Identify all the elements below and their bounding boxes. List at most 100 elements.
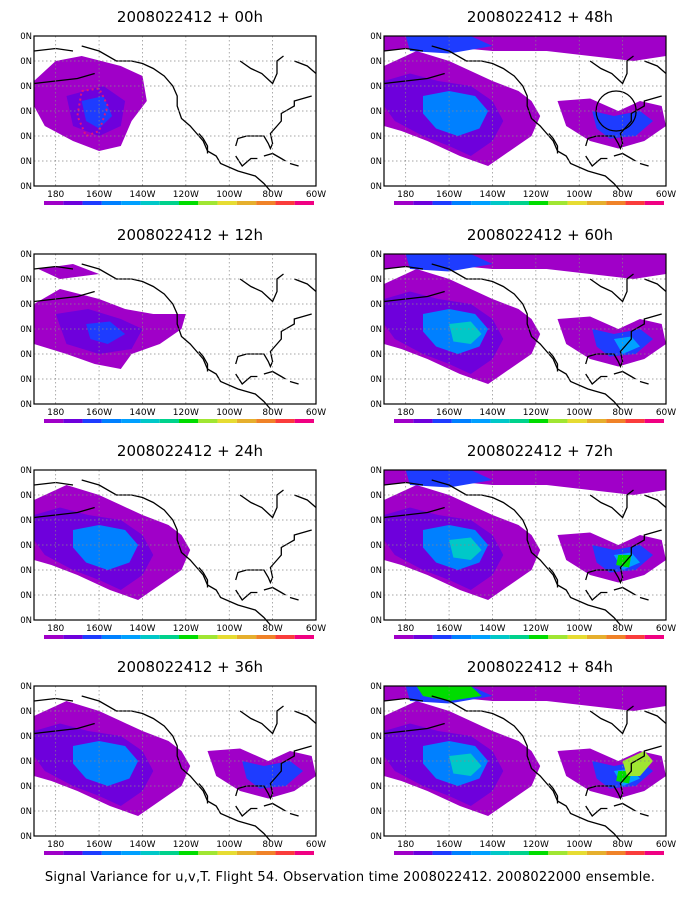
panel-title: 2008022412 + 72h (466, 442, 614, 460)
colorbar-swatch (275, 635, 295, 639)
lon-tick-label: 80W (262, 408, 282, 418)
coastline (294, 60, 317, 74)
colorbar-swatch (256, 635, 276, 639)
lon-tick-label: 180 (47, 190, 64, 200)
colorbar-swatch (625, 851, 645, 855)
lat-tick-label: 20N (20, 157, 32, 167)
lon-tick-label: 120W (523, 408, 549, 418)
lon-tick-label: 60W (656, 190, 676, 200)
lat-tick-label: 20N (20, 591, 32, 601)
colorbar-swatch (236, 635, 257, 639)
lon-tick-label: 80W (612, 840, 632, 850)
colorbar-swatch (394, 419, 414, 423)
colorbar-swatch (432, 201, 452, 205)
colorbar: 1.62.23.145.16.37.591114212940 (44, 201, 314, 205)
colorbar-swatch (217, 635, 237, 639)
map-frame (33, 469, 317, 621)
coastline (81, 263, 271, 410)
gridlines (384, 686, 666, 836)
lat-tick-label: 40N (370, 757, 382, 767)
lat-tick-label: 30N (370, 566, 382, 576)
variance-region (38, 264, 100, 279)
colorbar-swatch (179, 201, 199, 205)
colorbar-swatch (256, 201, 276, 205)
coastline (613, 152, 636, 162)
coastlines (33, 263, 317, 410)
lon-tick-label: 100W (216, 624, 242, 634)
panel-title: 2008022412 + 48h (466, 8, 614, 26)
lat-tick-label: 60N (20, 57, 32, 67)
lat-tick-label: 50N (20, 82, 32, 92)
lat-tick-label: 40N (20, 107, 32, 117)
coastline (431, 695, 621, 842)
lat-tick-label: 10N (20, 400, 32, 410)
lat-tick-label: 60N (20, 707, 32, 717)
map-frame (33, 35, 317, 187)
colorbar-swatch (548, 635, 568, 639)
colorbar-swatch (44, 851, 64, 855)
coastline (33, 506, 95, 519)
lon-tick-label: 60W (656, 408, 676, 418)
lon-tick-label: 140W (479, 840, 505, 850)
colorbar-swatch (275, 419, 295, 423)
lat-tick-label: 50N (20, 516, 32, 526)
coastline (235, 745, 312, 801)
lat-tick-label: 60N (20, 275, 32, 285)
colorbar-swatch (63, 201, 83, 205)
variance-contours (384, 686, 666, 816)
coastline (289, 596, 299, 601)
colorbar-swatch (82, 851, 102, 855)
coastline (548, 351, 559, 372)
lon-tick-label: 100W (216, 840, 242, 850)
coastlines (383, 695, 667, 842)
colorbar-swatch (644, 635, 664, 639)
map-frame (33, 253, 317, 405)
lon-tick-label: 180 (397, 408, 414, 418)
lon-tick-label: 160W (436, 624, 462, 634)
colorbar-swatch (625, 201, 645, 205)
colorbar-swatch (451, 635, 472, 639)
lon-tick-label: 160W (436, 190, 462, 200)
coastline (639, 596, 649, 601)
colorbar-swatch (529, 419, 549, 423)
colorbar-swatch (236, 419, 257, 423)
coastline (644, 60, 667, 74)
lon-tick-label: 100W (216, 190, 242, 200)
colorbar-swatch (432, 419, 452, 423)
colorbar-swatch (509, 419, 529, 423)
variance-region (73, 741, 139, 786)
colorbar-swatch (529, 851, 549, 855)
lon-tick-label: 120W (523, 190, 549, 200)
colorbar-swatch (63, 635, 83, 639)
forecast-panel-24h: 2008022412 + 24h 70N 60N 50N 40N 30N 20N 10N 18… (20, 442, 360, 657)
lat-tick-label: 10N (20, 832, 32, 842)
coastline (33, 722, 95, 735)
variance-region (416, 686, 482, 701)
colorbar-swatch (101, 201, 122, 205)
forecast-panel-60h: 2008022412 + 60h 70N 60N 50N 40N 30N 20N 10N 18… (370, 226, 700, 441)
lon-tick-label: 80W (612, 624, 632, 634)
colorbar-swatch (471, 419, 491, 423)
colorbar-swatch (159, 201, 179, 205)
lon-tick-label: 120W (523, 624, 549, 634)
colorbar-swatch (586, 419, 607, 423)
coastline (294, 494, 317, 508)
lon-tick-label: 80W (612, 190, 632, 200)
colorbar-swatch (140, 635, 160, 639)
variance-region (449, 537, 482, 560)
colorbar-swatch (275, 201, 295, 205)
lon-tick-label: 100W (566, 624, 592, 634)
colorbar-swatch (121, 851, 141, 855)
variance-region (423, 91, 489, 136)
lon-tick-label: 180 (47, 840, 64, 850)
lat-tick-label: 20N (20, 807, 32, 817)
variance-map: 70N 60N 50N 40N 30N 20N 10N 180 160W 140W 120W 100W… (20, 250, 326, 423)
coastline (431, 45, 621, 192)
colorbar-swatch (236, 851, 257, 855)
colorbar-swatch (294, 635, 314, 639)
forecast-panel-84h: 2008022412 + 84h 70N 60N 50N 40N 30N 20N 10N 18… (370, 658, 700, 873)
variance-map: 70N 60N 50N 40N 30N 20N 10N 180 160W 140W 120W 100W… (370, 250, 676, 423)
coastline (644, 710, 667, 724)
lat-tick-label: 30N (370, 782, 382, 792)
colorbar-swatch (394, 201, 414, 205)
